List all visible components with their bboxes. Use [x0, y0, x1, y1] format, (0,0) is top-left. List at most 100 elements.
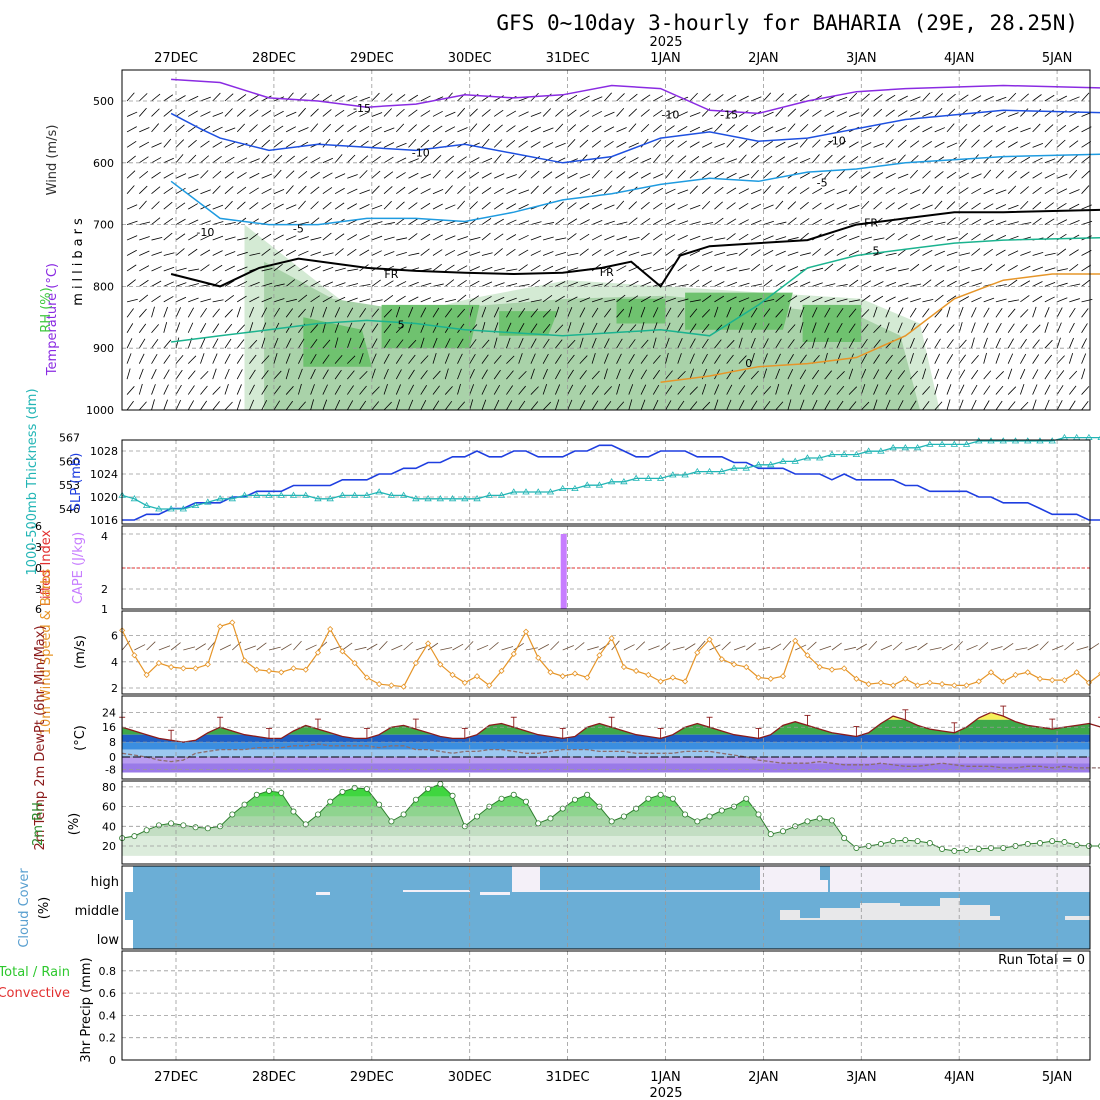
wind-barb	[224, 108, 233, 117]
wind-speed-marker	[718, 656, 725, 663]
wind-barb	[1007, 401, 1016, 411]
wind-barb	[1007, 368, 1013, 380]
wind-barb-10m	[892, 641, 903, 651]
wind-barb	[1007, 170, 1017, 179]
wind-barb	[787, 237, 799, 241]
wind-barb-10m	[917, 642, 928, 651]
wind-barb	[420, 282, 432, 287]
wind-barb	[395, 369, 402, 380]
wind-barb	[481, 218, 492, 225]
wind-barb	[1007, 265, 1018, 272]
rh-marker	[168, 820, 175, 827]
wind-barb	[395, 123, 405, 133]
wind-barb	[861, 156, 871, 164]
wind-barb	[922, 264, 932, 272]
rh-marker	[266, 787, 273, 794]
wind-barb	[543, 236, 554, 241]
wind-barb	[249, 339, 258, 349]
wind-barb	[1069, 234, 1080, 241]
wind-barb	[249, 158, 260, 164]
wind-barb	[420, 188, 431, 195]
wind-barb	[420, 248, 430, 256]
wind-barb	[616, 338, 623, 349]
wind-barb	[273, 203, 284, 210]
wind-barb	[273, 322, 280, 333]
rh-marker	[620, 813, 627, 820]
wind-barb	[432, 219, 444, 225]
wind-barb	[640, 399, 646, 411]
wind-barb-10m	[342, 642, 353, 651]
wind-barb	[616, 250, 627, 256]
wind-barb	[616, 353, 622, 364]
wind-barb	[163, 252, 175, 256]
wind-barb	[494, 296, 505, 303]
wind-barb	[518, 220, 530, 225]
wind-barb	[1007, 185, 1017, 194]
wind-barb	[750, 125, 761, 133]
wind-barb	[653, 187, 664, 195]
wind-barb	[873, 384, 879, 395]
wind-barb	[714, 266, 725, 272]
wind-barb	[310, 108, 319, 117]
wind-barb	[175, 248, 185, 256]
wind-barb	[861, 401, 870, 411]
wind-barb	[763, 249, 774, 256]
wind-barb	[126, 92, 135, 102]
wind-barb	[983, 234, 994, 241]
wind-barb	[824, 154, 833, 164]
wind-barb	[922, 368, 927, 380]
wind-barb	[861, 309, 870, 318]
wind-barb	[665, 263, 675, 272]
wind-barb	[530, 368, 535, 380]
wind-barb	[665, 139, 675, 148]
wind-barb	[481, 354, 489, 364]
wind-barb	[444, 368, 449, 380]
wind-speed-marker	[645, 671, 652, 678]
cloud-left-block	[125, 892, 135, 920]
wind-barb	[653, 267, 665, 272]
wind-barb	[1056, 355, 1065, 364]
wind-barb	[188, 203, 198, 210]
wind-barb	[310, 369, 316, 380]
wind-barb	[481, 138, 490, 148]
wind-barb	[383, 236, 395, 241]
wind-barb	[1008, 221, 1019, 225]
wind-barb	[236, 339, 245, 349]
thickness-marker	[412, 495, 420, 502]
wind-barb-10m	[574, 642, 585, 651]
wind-barb	[273, 370, 282, 380]
rh-marker	[988, 844, 995, 851]
wind-barb	[506, 337, 511, 349]
wind-barb	[542, 251, 554, 256]
wind-barb	[298, 338, 305, 349]
wind-barb	[812, 267, 824, 272]
wind-barb	[469, 384, 475, 395]
wind-barb	[799, 218, 810, 225]
wind-barb	[334, 109, 345, 117]
wind-barb	[922, 386, 931, 395]
rh-marker	[1061, 839, 1068, 846]
rh-marker	[706, 813, 713, 820]
wind-barb	[653, 109, 663, 117]
wind-barb	[885, 369, 893, 380]
top-date-label: 1JAN	[650, 51, 681, 66]
wind-barb	[175, 218, 186, 225]
wind-barb	[591, 249, 602, 256]
wind-barb	[775, 368, 781, 380]
wind-barb-10m	[770, 643, 782, 651]
wind-barb	[469, 251, 481, 256]
wind-barb-10m	[513, 642, 524, 651]
wind-barb	[958, 354, 966, 364]
wind-barb-10m	[476, 644, 489, 651]
wind-barb	[812, 369, 820, 380]
wind-barb	[579, 355, 588, 364]
wind-barb	[983, 96, 994, 102]
wind-barb	[224, 323, 233, 333]
thickness-marker	[742, 464, 750, 471]
wind-barb	[714, 339, 722, 349]
wind-barb	[628, 339, 636, 349]
wind-barb	[775, 308, 784, 318]
thickness-marker	[607, 478, 616, 485]
wind-barb	[432, 337, 438, 349]
